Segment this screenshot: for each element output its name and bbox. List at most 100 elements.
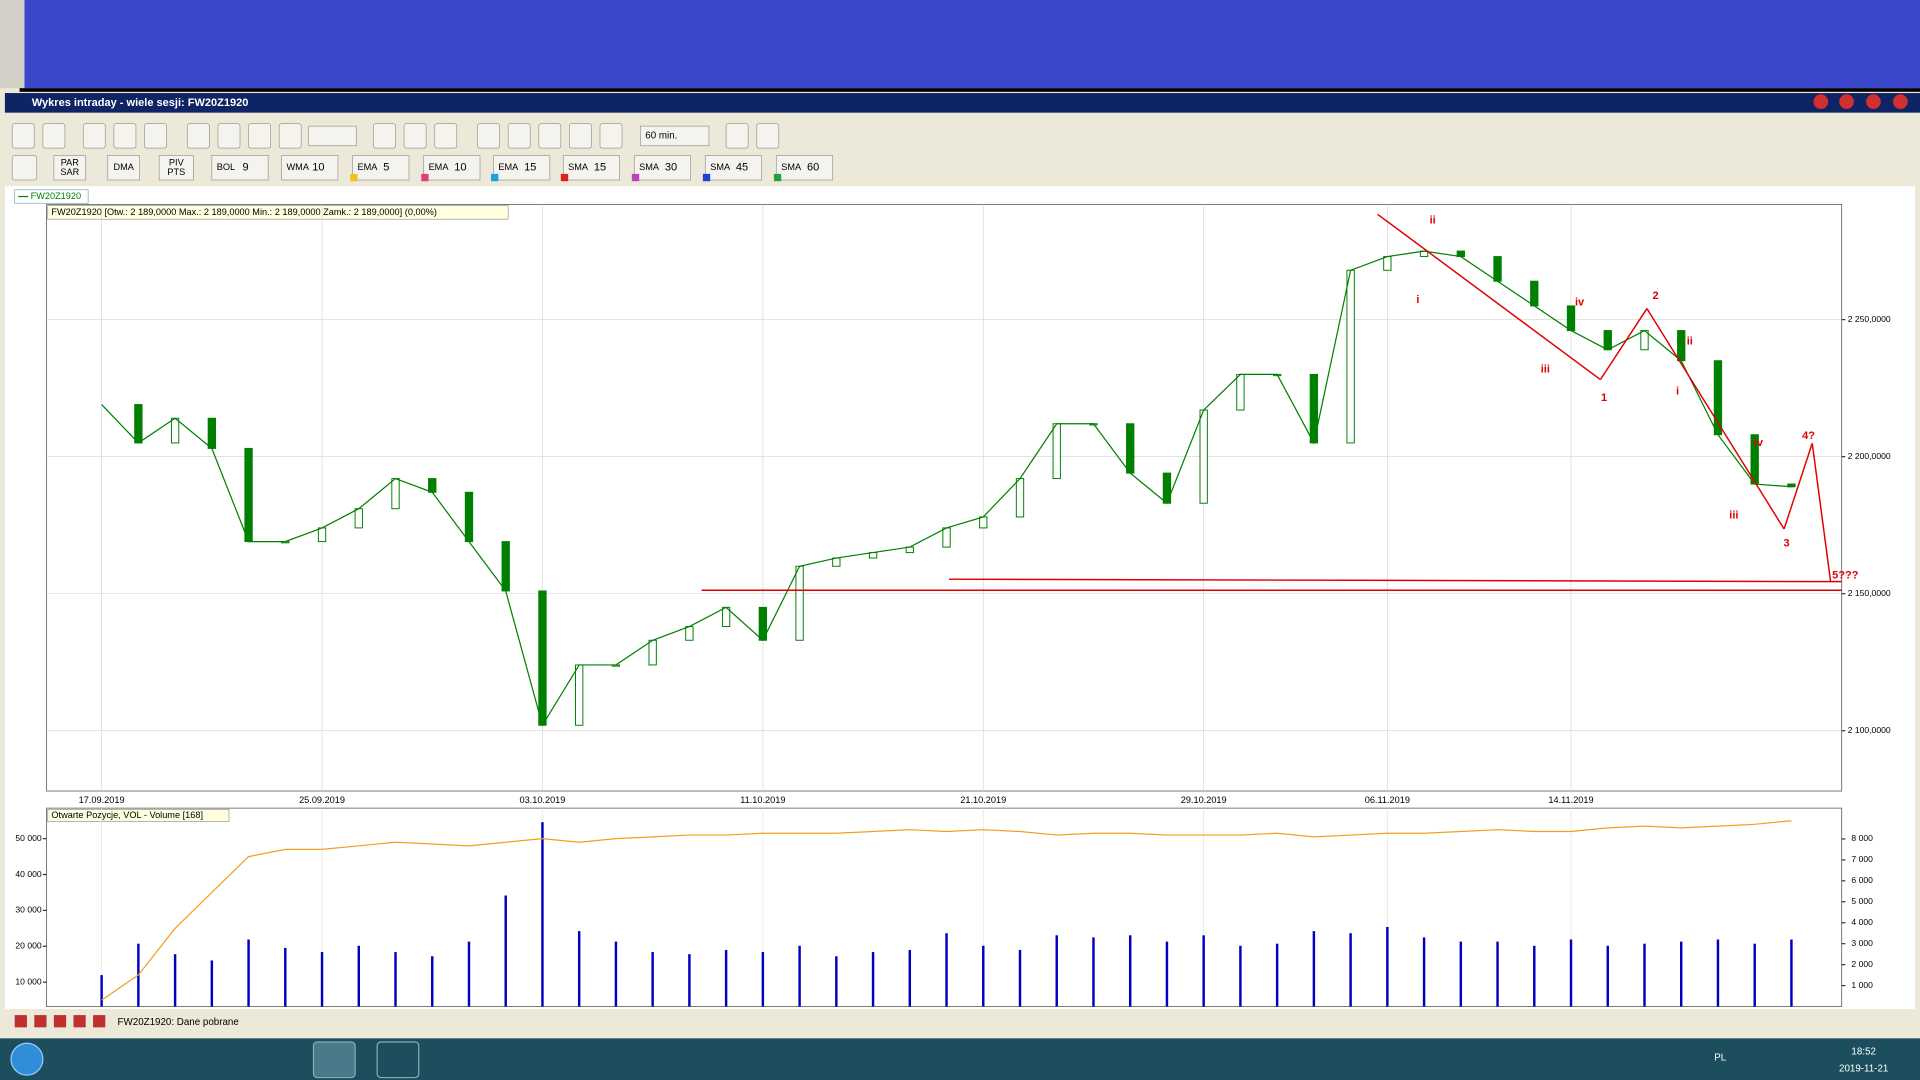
toolbar-button[interactable] [507,123,531,149]
status-icon[interactable] [73,1015,86,1028]
wave-label: ii [1430,214,1436,226]
indicator-label: WMA [287,162,310,172]
wave-label: iii [1729,509,1738,521]
x-tick-label: 29.10.2019 [1181,795,1227,805]
indicator-button[interactable] [775,155,834,181]
volume-bar [1055,935,1058,1007]
volume-bar [835,956,838,1007]
toolbar-button[interactable] [11,123,35,149]
volume-bar [1239,945,1242,1007]
status-icon[interactable] [14,1015,27,1028]
candle [1236,373,1245,411]
volume-bar [504,895,507,1007]
toolbar-button[interactable] [278,123,302,149]
period-dropdown[interactable] [640,125,710,147]
toolbar-button[interactable] [403,123,427,149]
toolbar-button[interactable] [248,123,271,149]
wave-label: 3 [1783,538,1789,550]
volume-bar [798,945,801,1007]
wave-label: i [1676,386,1679,398]
y-tick-label: 10 000 [15,976,41,986]
toolbar-button[interactable] [11,155,38,181]
close-button[interactable] [1893,94,1908,109]
toolbar-button[interactable] [756,123,780,149]
maximize-button[interactable] [1866,94,1881,109]
volume-bar [945,933,948,1007]
indicator-label: DMA [113,162,134,172]
toolbar-button[interactable] [217,123,241,149]
indicator-button[interactable] [493,155,551,181]
status-icon[interactable] [34,1015,47,1028]
toolbar-button[interactable] [373,123,396,149]
indicator-button[interactable] [53,155,87,181]
volume-bar [1312,931,1316,1007]
wave-label: i [1416,294,1419,306]
dropdown[interactable] [308,125,357,147]
toolbar-button[interactable] [599,123,623,149]
toolbar-button[interactable] [538,123,562,149]
toolbar-button[interactable] [144,123,167,149]
y2-tick-label: 1 000 [1851,980,1873,990]
indicator-button[interactable] [107,155,140,181]
volume-info: Otwarte Pozycje, VOL - Volume [168] [51,810,203,820]
volume-bar [982,945,985,1007]
indicator-label: EMA [358,162,379,172]
indicator-button[interactable] [352,155,410,181]
volume-bar [1386,926,1389,1007]
start-button[interactable] [10,1042,44,1076]
status-icon[interactable] [93,1015,106,1028]
taskbar-app[interactable] [312,1041,356,1079]
volume-bar [1275,943,1279,1007]
candle [501,541,510,592]
status-icon[interactable] [53,1015,67,1028]
x-tick-label: 11.10.2019 [740,795,785,805]
taskbar-app[interactable] [376,1041,420,1079]
toolbar-button[interactable] [42,123,66,149]
y-tick-label: 2 200,0000 [1848,451,1891,461]
volume-bar [1128,935,1132,1007]
y2-tick-label: 4 000 [1851,917,1873,927]
volume-bar [1165,941,1169,1007]
legend-tab[interactable] [14,189,89,204]
indicator-button[interactable] [211,155,269,181]
indicator-button[interactable] [423,155,481,181]
volume-bar [1680,941,1683,1007]
y2-tick-label: 2 000 [1851,959,1873,969]
candle [134,404,143,444]
indicator-button[interactable] [158,155,194,181]
toolbar-button[interactable] [113,123,137,149]
indicator-color [702,173,711,182]
candle [1015,478,1025,518]
candle [354,508,363,529]
language[interactable]: PL [1714,1053,1727,1064]
indicator-button[interactable] [633,155,691,181]
toolbar-button[interactable] [434,123,458,149]
help-button[interactable] [1813,94,1829,109]
y2-tick-label: 7 000 [1851,854,1873,864]
minimize-button[interactable] [1839,94,1854,109]
candle [317,527,327,543]
left-strip [0,0,25,89]
indicator-button[interactable] [704,155,762,181]
price-info: FW20Z1920 [Otw.: 2 189,0000 Max.: 2 189,… [51,207,436,217]
volume-bar [1459,941,1463,1007]
candle [685,626,694,641]
x-tick-label: 21.10.2019 [960,795,1006,805]
volume-info-box [47,809,230,822]
window-title: Wykres intraday - wiele sesji: FW20Z1920 [32,97,249,109]
candle [391,478,400,510]
toolbar-button[interactable] [186,123,210,149]
toolbar-button[interactable] [477,123,500,149]
open-interest-line [101,820,1792,1001]
toolbar-button[interactable] [569,123,592,149]
candle [1383,256,1392,271]
indicator-button[interactable] [281,155,339,181]
toolbar-button[interactable] [82,123,106,149]
toolbar-button[interactable] [725,123,749,149]
clock-time[interactable]: 18:52 [1851,1046,1875,1057]
candle [979,516,988,529]
indicator-button[interactable] [562,155,620,181]
y-tick-label: 2 100,0000 [1848,725,1891,735]
clock-date[interactable]: 2019-11-21 [1839,1064,1888,1075]
indicator-label: PAR [61,157,80,167]
